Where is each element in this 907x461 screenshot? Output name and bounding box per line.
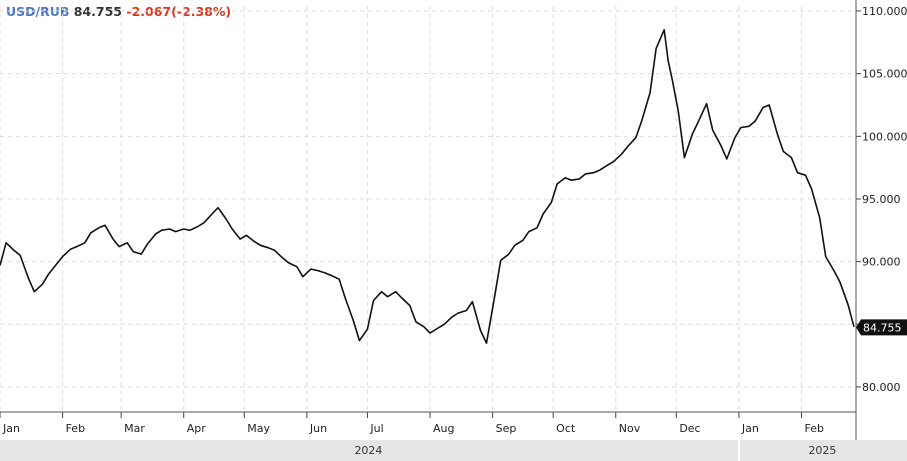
x-tick-label: Oct <box>556 422 576 435</box>
y-tick-label: 90.000 <box>862 256 901 269</box>
x-tick-label: Aug <box>433 422 454 435</box>
x-tick-label: Nov <box>619 422 641 435</box>
x-tick-label: Sep <box>496 422 517 435</box>
year-band <box>0 440 907 461</box>
x-tick-label: Jan <box>741 422 759 435</box>
y-tick-label: 105.000 <box>862 68 907 81</box>
price-line <box>0 29 855 344</box>
x-tick-label: Jan <box>2 422 20 435</box>
x-tick-label: Feb <box>66 422 85 435</box>
y-tick-label: 95.000 <box>862 193 901 206</box>
y-tick-label: 80.000 <box>862 381 901 394</box>
year-label: 2025 <box>808 444 836 457</box>
x-tick-label: Jul <box>369 422 383 435</box>
symbol-label[interactable]: USD/RUB <box>6 4 70 19</box>
x-tick-label: Mar <box>124 422 145 435</box>
x-tick-label: Feb <box>804 422 823 435</box>
y-tick-label: 110.000 <box>862 5 907 18</box>
x-tick-label: Jun <box>309 422 327 435</box>
last-value-badge <box>856 319 907 336</box>
x-tick-label: May <box>247 422 270 435</box>
year-label: 2024 <box>354 444 382 457</box>
x-tick-label: Dec <box>679 422 700 435</box>
y-tick-label: 100.000 <box>862 130 907 143</box>
x-tick-label: Apr <box>187 422 207 435</box>
last-value-label: 84.755 <box>863 321 902 334</box>
